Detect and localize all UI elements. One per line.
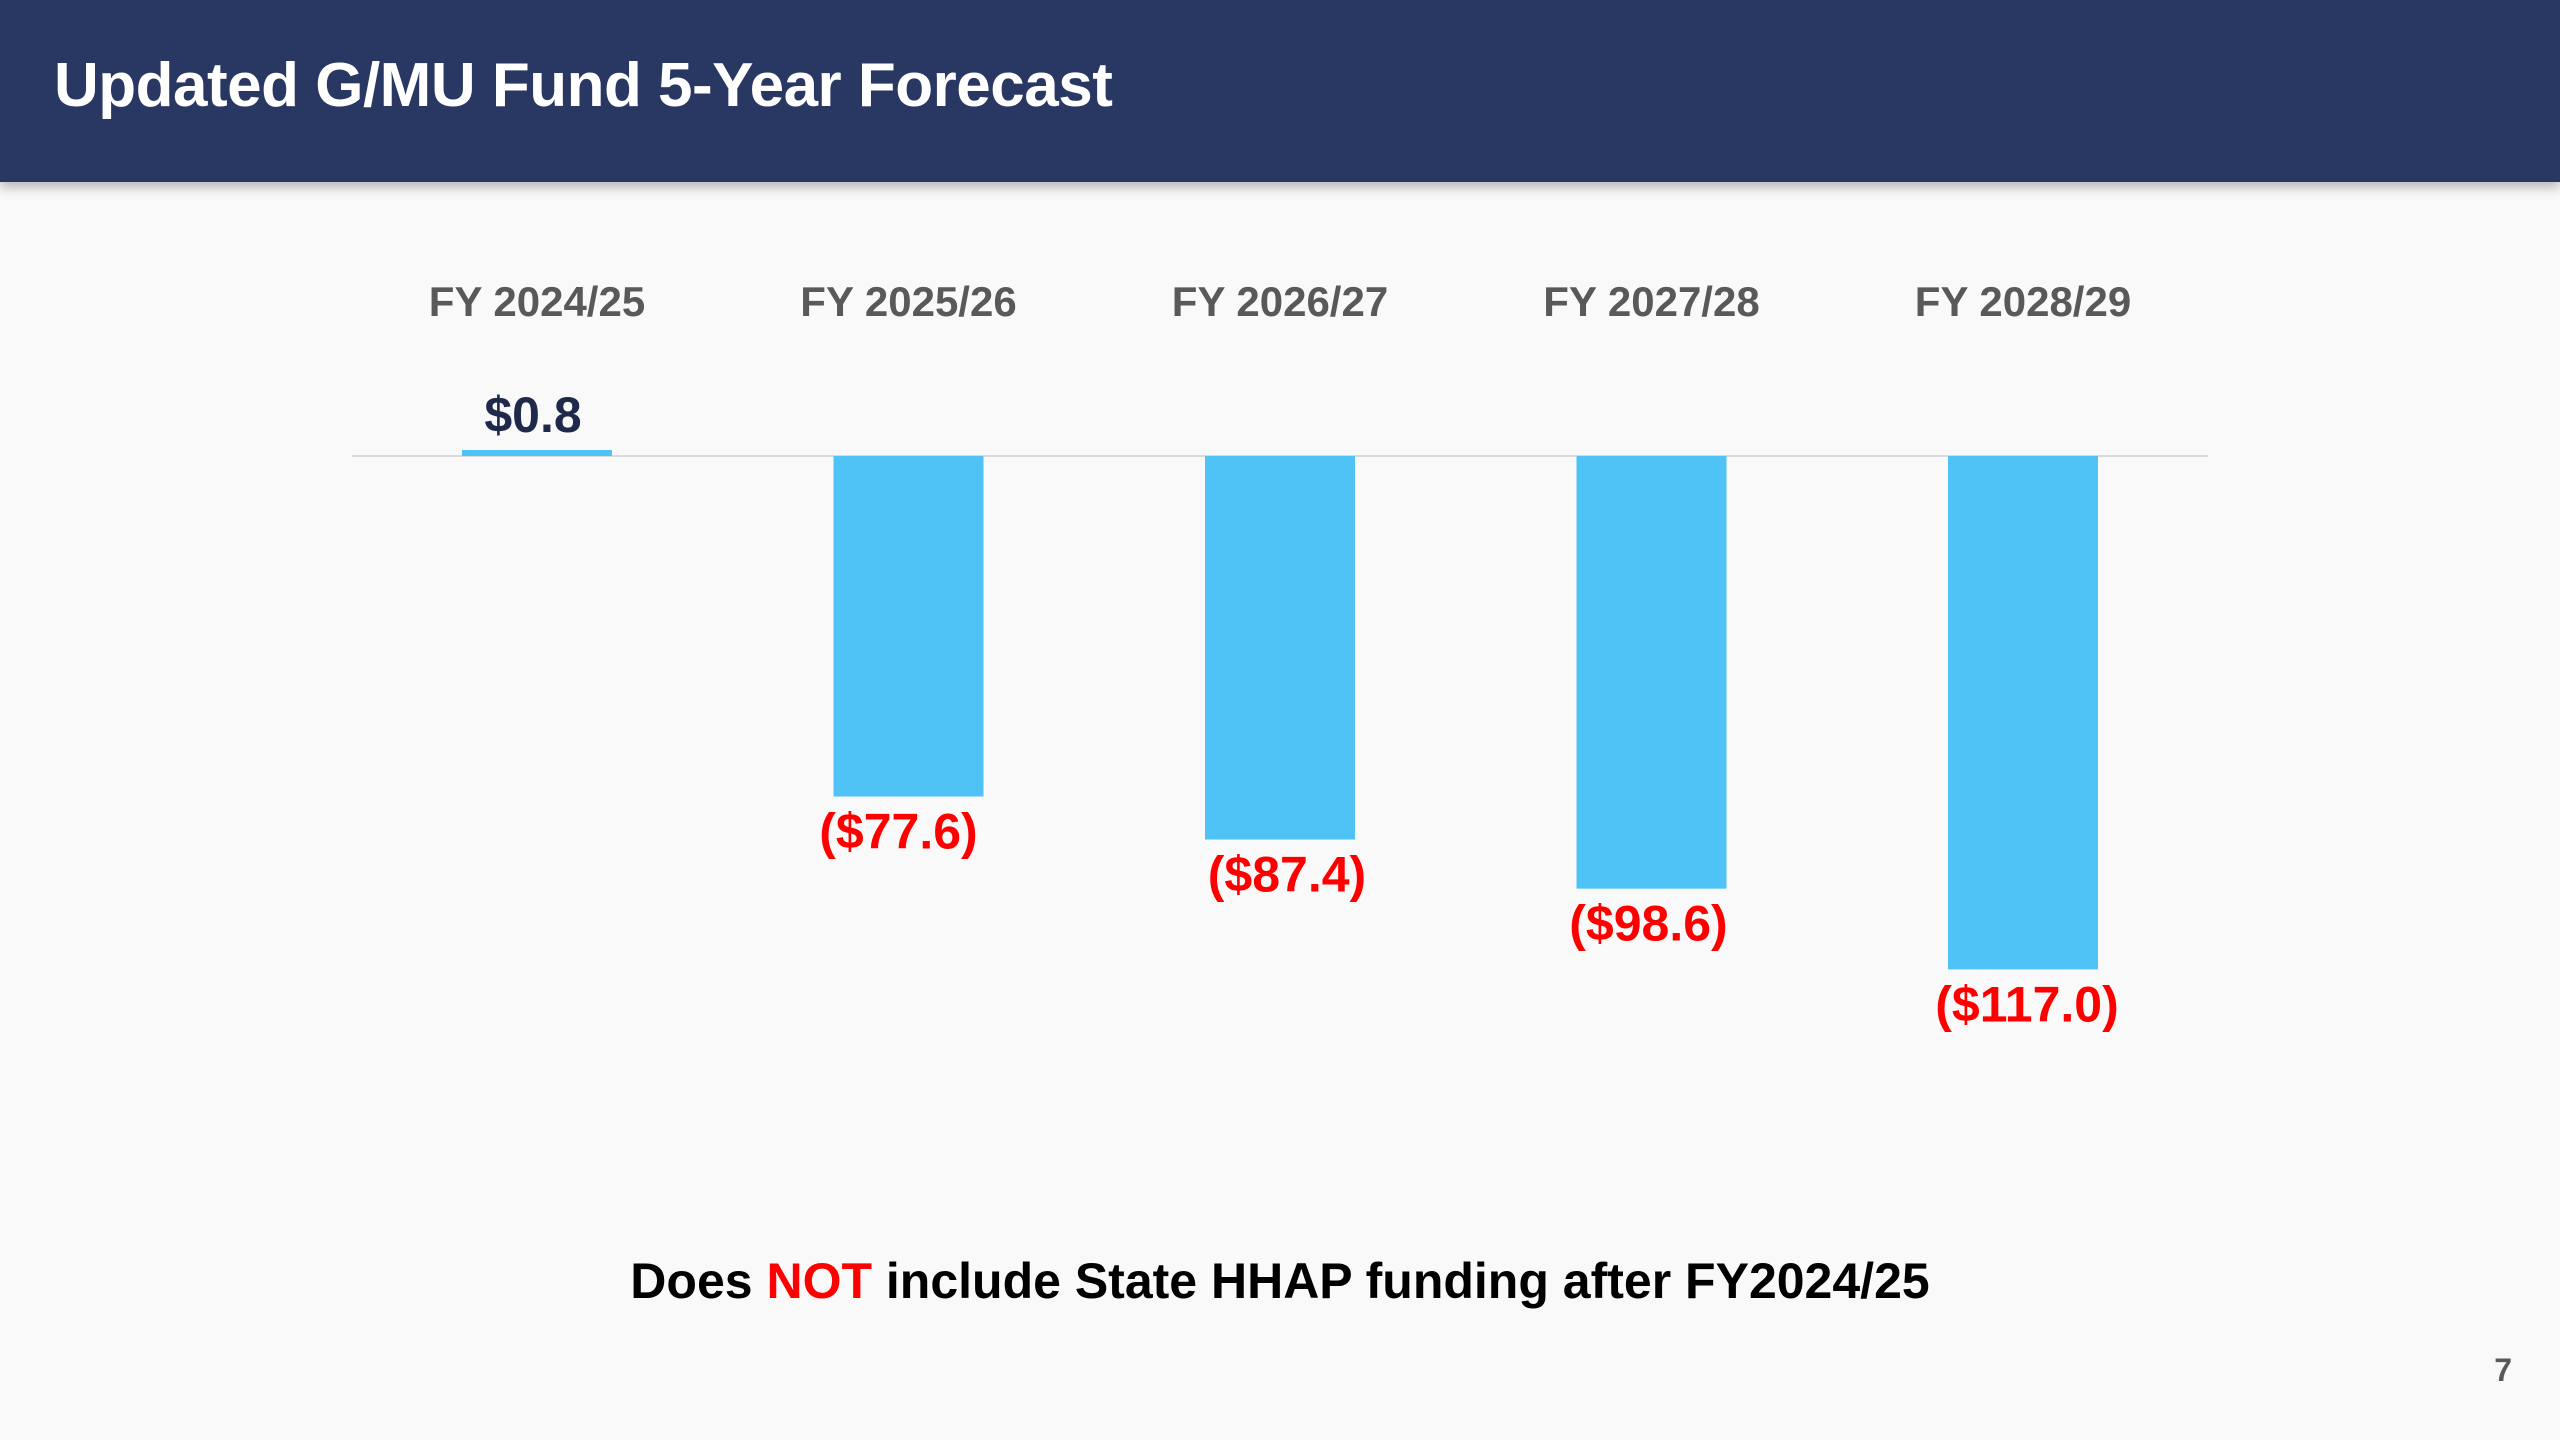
slide-title: Updated G/MU Fund 5-Year Forecast — [54, 51, 1113, 120]
category-label: FY 2028/29 — [1915, 278, 2131, 325]
category-label: FY 2026/27 — [1172, 278, 1388, 325]
bar — [1576, 456, 1727, 889]
bar — [1205, 456, 1355, 840]
footnote-highlight: NOT — [766, 1253, 873, 1309]
category-label: FY 2027/28 — [1543, 278, 1759, 325]
page-number: 7 — [2494, 1352, 2512, 1388]
category-label: FY 2024/25 — [429, 278, 645, 325]
footnote-text-start: Does — [630, 1253, 767, 1309]
bar — [1948, 456, 2098, 970]
bar — [833, 456, 984, 797]
data-label: ($117.0) — [1935, 976, 2118, 1032]
title-bar: Updated G/MU Fund 5-Year Forecast — [0, 0, 2560, 182]
footnote-text-end: include State HHAP funding after FY2024/… — [872, 1253, 1930, 1309]
category-label: FY 2025/26 — [800, 278, 1016, 325]
bar — [462, 450, 612, 456]
data-label: ($77.6) — [819, 804, 977, 860]
footnote: Does NOT include State HHAP funding afte… — [0, 1252, 2560, 1310]
data-label: ($87.4) — [1208, 847, 1366, 903]
data-label: $0.8 — [484, 387, 581, 443]
data-label: ($98.6) — [1569, 896, 1727, 952]
